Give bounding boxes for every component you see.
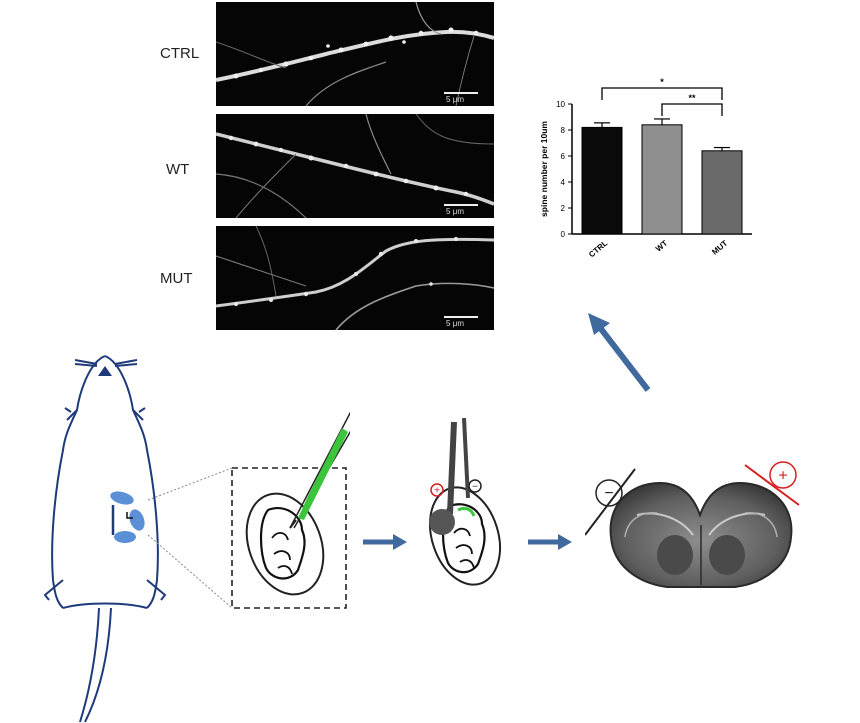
scale-bar — [444, 92, 478, 94]
up-arrow-icon — [588, 313, 651, 392]
dendrite-image-mut: 5 μm — [216, 226, 494, 330]
scale-label: 5 μm — [446, 95, 464, 104]
bar-mut — [701, 150, 743, 235]
panel-label-ctrl: CTRL — [160, 45, 200, 62]
significance-bracket — [601, 87, 723, 100]
positive-symbol: + — [434, 486, 440, 497]
y-tick-label: 0 — [561, 230, 566, 239]
panel-label-wt: WT — [166, 161, 190, 178]
significance-bracket — [661, 103, 723, 116]
bar-ctrl — [581, 126, 623, 235]
y-tick-label: 4 — [561, 178, 566, 187]
negative-symbol: − — [472, 482, 478, 493]
dendrite-image-ctrl: 5 μm — [216, 2, 494, 106]
significance-label: ** — [688, 93, 696, 103]
brain-slice: − + — [585, 461, 800, 588]
y-tick-label: 6 — [561, 152, 566, 161]
bar-wt — [641, 124, 683, 235]
y-tick-label: 2 — [561, 204, 566, 213]
injection-diagram — [231, 411, 350, 609]
electroporation-diagram: + − — [429, 418, 501, 586]
y-axis-label: spine number per 10um — [539, 121, 549, 217]
y-tick-label: 8 — [561, 126, 566, 135]
scale-label: 5 μm — [446, 319, 464, 328]
significance-label: * — [660, 77, 664, 87]
embryo-icon — [110, 491, 134, 505]
scale-bar — [444, 316, 478, 318]
right-arrow-icon — [363, 534, 407, 550]
mouse-diagram — [43, 355, 167, 723]
negative-electrode-label: − — [604, 485, 613, 502]
right-arrow-icon — [528, 534, 572, 550]
scale-label: 5 μm — [446, 207, 464, 216]
scale-bar — [444, 204, 478, 206]
positive-electrode-label: + — [778, 468, 787, 485]
y-tick-label: 10 — [556, 100, 565, 109]
dendrite-image-wt: 5 μm — [216, 114, 494, 218]
panel-label-mut: MUT — [160, 270, 193, 287]
